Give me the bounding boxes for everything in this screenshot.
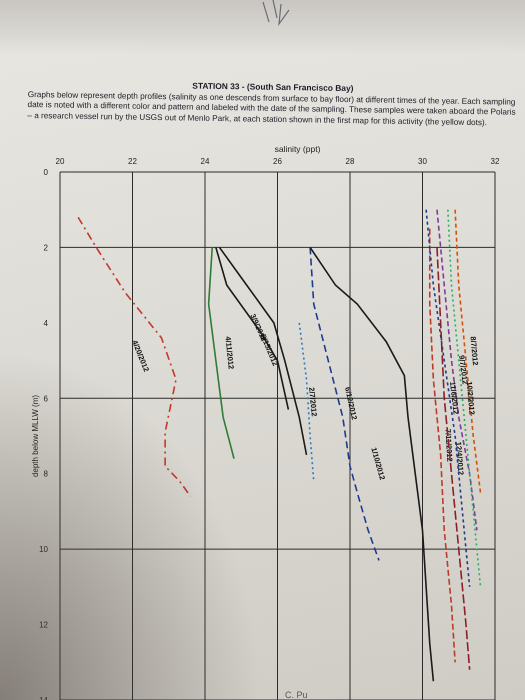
y-tick-label: 8 bbox=[44, 470, 49, 479]
footer-scrawl: C. Pu bbox=[285, 690, 308, 700]
x-tick-label: 20 bbox=[56, 157, 65, 166]
y-axis-label: depth below MLLW (m) bbox=[31, 395, 40, 477]
y-tick-label: 4 bbox=[44, 319, 49, 328]
x-tick-label: 28 bbox=[346, 157, 355, 166]
series-date-label: 4/11/2012 bbox=[223, 336, 235, 370]
series-date-label: 4/20/2012 bbox=[130, 339, 151, 373]
y-tick-label: 2 bbox=[44, 243, 49, 252]
series-date-label: 12/4/2012 bbox=[454, 441, 466, 475]
series-date-label: 11/6/2012 bbox=[448, 381, 461, 415]
series-line bbox=[309, 246, 435, 682]
x-axis-label: salinity (ppt) bbox=[275, 144, 321, 154]
series-date-label: 5/15/2012 bbox=[259, 333, 280, 367]
series-date-label: 1/10/2012 bbox=[369, 446, 387, 481]
x-tick-label: 22 bbox=[128, 157, 137, 166]
series-line bbox=[309, 247, 380, 561]
x-tick-label: 24 bbox=[201, 157, 210, 166]
y-tick-label: 12 bbox=[39, 621, 48, 630]
series-date-label: 6/12/2012 bbox=[343, 386, 359, 421]
y-tick-label: 10 bbox=[39, 545, 48, 554]
x-tick-label: 26 bbox=[273, 157, 282, 166]
series-date-label: 2/7/2012 bbox=[307, 387, 319, 417]
series-date-label: 8/7/2012 bbox=[469, 336, 481, 366]
y-tick-label: 6 bbox=[44, 394, 49, 403]
y-tick-label: 0 bbox=[44, 168, 49, 177]
x-tick-label: 30 bbox=[418, 157, 427, 166]
x-tick-label: 32 bbox=[491, 157, 500, 166]
y-tick-label: 14 bbox=[39, 696, 48, 700]
series-date-label: 10/2/2012 bbox=[465, 381, 477, 415]
series-line bbox=[77, 216, 192, 497]
